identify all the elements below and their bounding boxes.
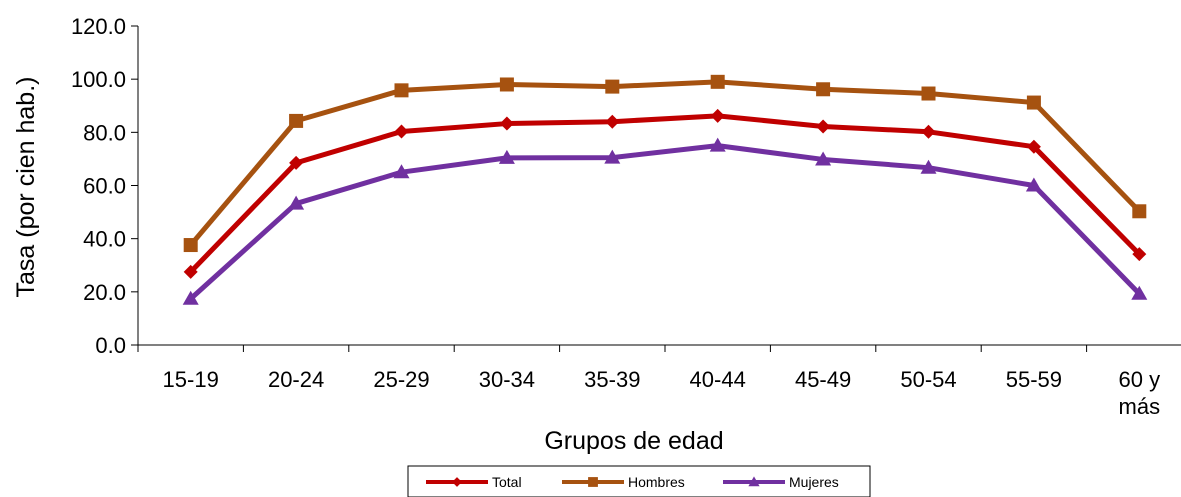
data-point-total	[394, 124, 409, 139]
y-tick-label: 120.0	[71, 14, 126, 39]
x-tick-label: 50-54	[900, 367, 956, 392]
data-point-hombres	[921, 86, 936, 101]
x-tick-label: 55-59	[1006, 367, 1062, 392]
series-line-mujeres	[189, 143, 1142, 301]
legend-label-hombres: Hombres	[628, 474, 685, 490]
y-tick-label: 0.0	[95, 333, 126, 358]
data-point-mujeres	[393, 164, 410, 179]
data-point-hombres	[605, 79, 620, 94]
series-line-total	[188, 113, 1142, 274]
x-tick-label: 20-24	[268, 367, 324, 392]
data-point-hombres	[499, 77, 514, 92]
legend-item-total: Total	[426, 474, 522, 490]
data-point-hombres	[289, 113, 304, 128]
data-point-mujeres	[498, 149, 515, 164]
data-point-total	[289, 155, 304, 170]
data-point-total	[605, 114, 620, 129]
data-point-total	[1132, 247, 1147, 262]
data-point-mujeres	[182, 290, 199, 305]
data-point-total	[710, 108, 725, 123]
x-tick-label: 40-44	[690, 367, 746, 392]
data-point-mujeres	[815, 151, 832, 166]
legend-swatch-marker	[588, 477, 598, 487]
x-tick-label: 30-34	[479, 367, 535, 392]
series-mujeres	[182, 137, 1148, 305]
legend-item-mujeres: Mujeres	[723, 474, 839, 490]
data-point-mujeres	[920, 159, 937, 174]
x-tick-label: 15-19	[163, 367, 219, 392]
y-tick-label: 20.0	[83, 280, 126, 305]
x-tick-label: 45-49	[795, 367, 851, 392]
series-layer	[182, 74, 1148, 305]
legend-items: Total Hombres Mujeres	[426, 474, 839, 490]
series-hombres	[183, 74, 1147, 253]
y-tick-label: 100.0	[71, 67, 126, 92]
series-total	[183, 108, 1147, 279]
y-tick-label: 40.0	[83, 227, 126, 252]
y-axis-title: Tasa (por cien hab.)	[12, 77, 40, 298]
data-point-total	[499, 116, 514, 131]
data-point-hombres	[816, 82, 831, 97]
legend: Total Hombres Mujeres	[407, 465, 871, 497]
y-tick-labels: 0.0 20.0 40.0 60.0 80.0 100.0 120.0	[71, 14, 126, 358]
data-point-hombres	[1132, 204, 1147, 219]
data-point-total	[183, 264, 198, 279]
data-point-mujeres	[1131, 285, 1148, 300]
x-tick-label: 35-39	[584, 367, 640, 392]
legend-swatch-marker	[748, 476, 760, 487]
data-point-hombres	[394, 83, 409, 98]
data-point-hombres	[710, 74, 725, 89]
data-point-hombres	[183, 238, 198, 253]
legend-item-hombres: Hombres	[562, 474, 685, 490]
data-point-mujeres	[1025, 177, 1042, 192]
x-axis-title: Grupos de edad	[544, 427, 723, 455]
data-point-mujeres	[709, 137, 726, 152]
x-tick-label: 25-29	[373, 367, 429, 392]
data-point-hombres	[1026, 95, 1041, 110]
axes	[131, 25, 1181, 352]
x-tick-labels: 15-19 20-24 25-29 30-34 35-39 40-44 45-49 50-54…	[163, 367, 1161, 419]
data-point-total	[921, 124, 936, 139]
legend-label-mujeres: Mujeres	[789, 474, 839, 490]
data-point-total	[816, 119, 831, 134]
data-point-total	[1026, 139, 1041, 154]
data-point-mujeres	[288, 195, 305, 210]
legend-label-total: Total	[492, 474, 522, 490]
y-tick-label: 80.0	[83, 120, 126, 145]
series-line-hombres	[188, 79, 1142, 247]
y-tick-label: 60.0	[83, 174, 126, 199]
x-tick-label: 60 y más	[1119, 367, 1161, 419]
data-point-mujeres	[604, 149, 621, 164]
